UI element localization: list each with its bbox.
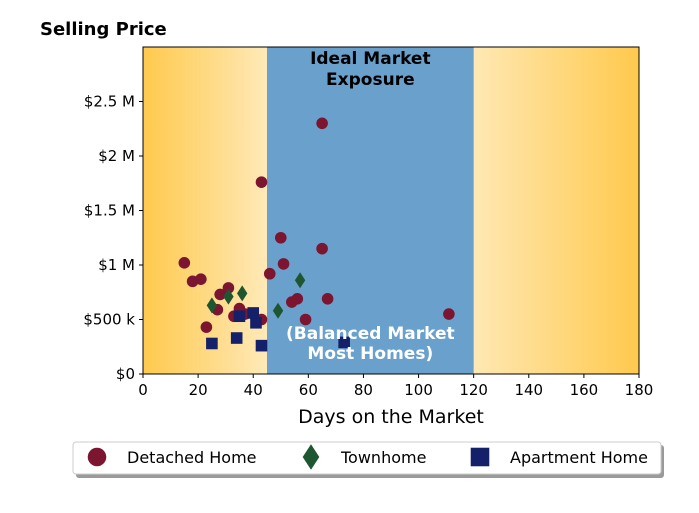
apartment-home-point xyxy=(247,307,260,319)
detached-home-point xyxy=(299,313,312,326)
detached-home-point xyxy=(316,117,328,130)
y-tick-label: $500 k xyxy=(83,311,135,329)
legend-marker-townhome xyxy=(302,444,320,470)
x-tick-label: 0 xyxy=(138,381,148,399)
y-tick-label: $0 xyxy=(116,365,135,383)
detached-home-point xyxy=(200,321,213,333)
legend-label-apartment-home: Apartment Home xyxy=(510,448,648,467)
y-tick-label: $1.5 M xyxy=(84,202,135,220)
apartment-home-point xyxy=(255,339,268,352)
detached-home-point xyxy=(255,176,268,188)
legend-box xyxy=(72,441,662,475)
band-top-label-line1: Ideal Market xyxy=(310,49,431,69)
townhome-point xyxy=(237,285,248,302)
axes: 0 20 40 60 80 100 120 140 160 180 $0 $500 k $1 M $1.5… xyxy=(83,46,654,399)
legend-label-townhome: Townhome xyxy=(340,448,426,467)
apartment-home-point xyxy=(206,337,218,350)
detached-home-point xyxy=(277,258,290,270)
y-tick-label: $1 M xyxy=(98,256,135,274)
chart-title: Selling Price xyxy=(40,19,167,40)
y-tick-label: $2 M xyxy=(98,147,135,165)
x-tick-label: 140 xyxy=(514,381,543,399)
x-axis-label: Days on the Market xyxy=(298,406,484,428)
detached-home-point xyxy=(316,242,328,255)
legend: Detached Home Townhome Apartment Home xyxy=(72,441,664,478)
x-tick-label: 160 xyxy=(570,381,599,399)
data-points xyxy=(178,117,455,352)
band-bottom-label-line1: (Balanced Market xyxy=(286,324,455,344)
x-tick-label: 40 xyxy=(244,381,263,399)
detached-home-point xyxy=(291,292,304,305)
detached-home-point xyxy=(195,273,207,285)
detached-home-point xyxy=(263,267,276,280)
townhome-point xyxy=(272,302,284,319)
x-tick-label: 120 xyxy=(459,381,488,399)
apartment-home-point xyxy=(250,316,262,329)
legend-marker-apartment-home xyxy=(470,447,490,467)
band-top-label-line2: Exposure xyxy=(326,70,415,90)
apartment-home-point xyxy=(230,332,243,344)
apartment-home-point xyxy=(338,336,350,349)
townhome-point xyxy=(206,297,218,314)
legend-marker-detached-home xyxy=(87,447,107,467)
apartment-home-point xyxy=(233,310,246,323)
x-tick-label: 100 xyxy=(404,381,433,399)
detached-home-point xyxy=(443,308,455,320)
townhome-point xyxy=(223,288,234,305)
x-tick-label: 60 xyxy=(299,381,318,399)
y-tick-label: $2.5 M xyxy=(84,93,135,111)
detached-home-point xyxy=(321,292,334,305)
detached-home-point xyxy=(178,257,191,269)
band-bottom-label-line2: Most Homes) xyxy=(307,344,433,364)
x-tick-label: 80 xyxy=(354,381,373,399)
detached-home-point xyxy=(222,282,235,294)
x-tick-label: 180 xyxy=(625,381,654,399)
detached-home-point xyxy=(274,231,287,244)
legend-label-detached-home: Detached Home xyxy=(127,448,257,467)
detached-home-point xyxy=(214,288,226,301)
townhome-point xyxy=(294,272,306,289)
x-tick-label: 20 xyxy=(189,381,208,399)
